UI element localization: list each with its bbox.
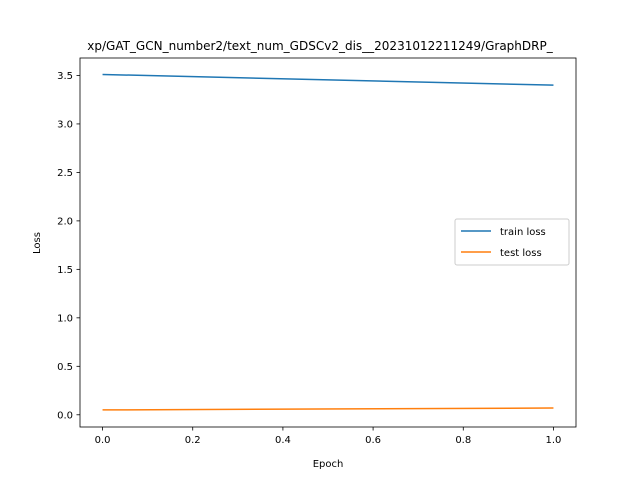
x-axis-ticks: 0.0 0.2 0.4 0.6 0.8 1.0 [95, 427, 562, 446]
x-tick-label: 0.2 [185, 435, 201, 446]
y-tick-label: 1.0 [57, 313, 73, 324]
x-tick-label: 0.8 [455, 435, 471, 446]
y-axis-ticks: 0.0 0.5 1.0 1.5 2.0 2.5 3.0 3.5 [57, 71, 80, 421]
y-tick-label: 3.0 [57, 119, 73, 130]
series-line-test-loss [102, 407, 554, 411]
y-tick-label: 0.0 [57, 410, 73, 421]
x-tick-label: 0.0 [95, 435, 111, 446]
series-lines [102, 73, 554, 411]
plot-area-frame [79, 57, 577, 428]
y-tick-label: 2.5 [57, 168, 73, 179]
y-tick-label: 0.5 [57, 362, 73, 373]
legend: train loss test loss [454, 218, 570, 266]
x-tick-label: 0.6 [365, 435, 381, 446]
series-line-train-loss [102, 73, 554, 86]
y-axis-label: Loss [32, 232, 43, 254]
y-tick-label: 3.5 [57, 71, 73, 82]
legend-label-test-loss: test loss [500, 248, 542, 259]
y-tick-label: 1.5 [57, 265, 73, 276]
y-tick-label: 2.0 [57, 216, 73, 227]
x-tick-label: 0.4 [275, 435, 291, 446]
legend-label-train-loss: train loss [500, 227, 546, 238]
chart-title: xp/GAT_GCN_number2/text_num_GDSCv2_dis__… [87, 39, 553, 53]
x-axis-label: Epoch [313, 459, 344, 470]
x-tick-label: 1.0 [546, 435, 562, 446]
